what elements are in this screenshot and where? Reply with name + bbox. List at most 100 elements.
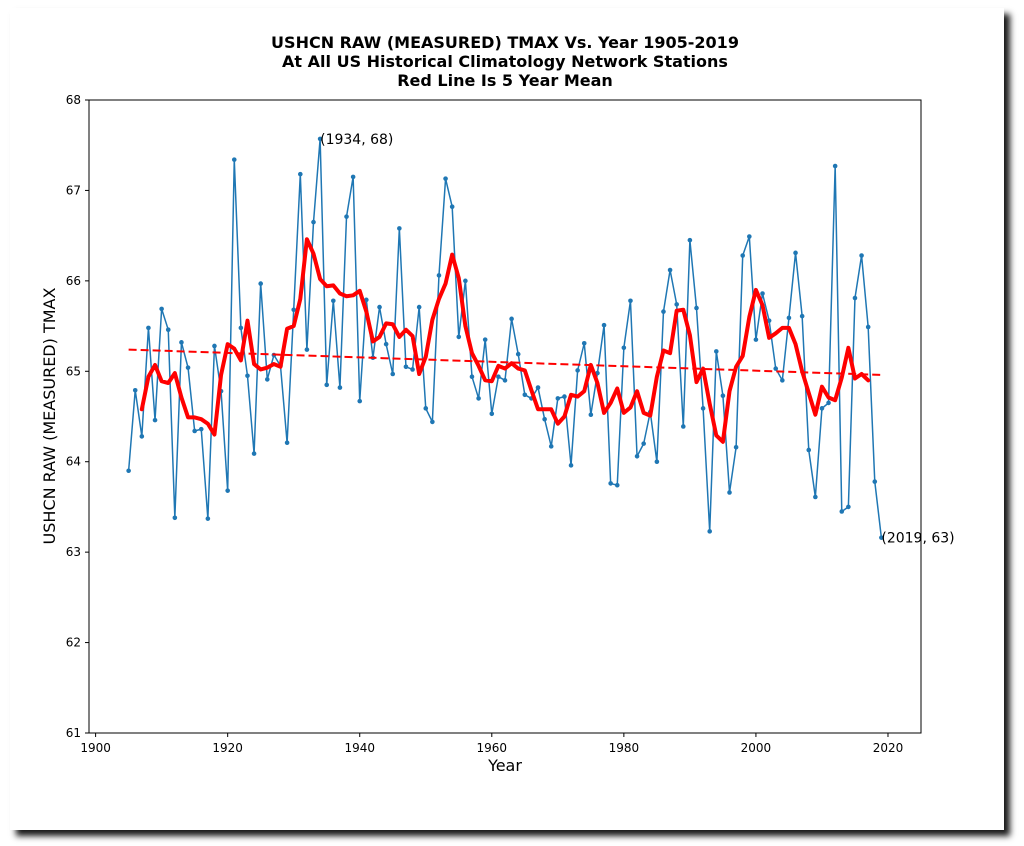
- annual-tmax-point: [238, 325, 244, 331]
- annual-tmax-point: [780, 378, 785, 383]
- annual-tmax-point: [502, 378, 508, 383]
- annual-tmax-point: [212, 343, 217, 349]
- point-annotation: (2019, 63): [881, 531, 954, 547]
- annual-tmax-point: [740, 253, 746, 258]
- annual-tmax-point: [291, 307, 296, 313]
- annual-tmax-point: [357, 398, 363, 404]
- annual-tmax-point: [813, 494, 818, 500]
- x-axis-label: Year: [487, 756, 522, 775]
- annual-tmax-point: [397, 226, 402, 231]
- annual-tmax-point: [311, 219, 316, 225]
- annual-tmax-point: [298, 171, 303, 177]
- five-year-mean-line: [139, 237, 871, 444]
- x-tick-label: 1980: [609, 741, 640, 755]
- annual-tmax-point: [423, 406, 429, 411]
- annual-tmax-point: [608, 481, 613, 486]
- annual-tmax-point: [542, 416, 547, 422]
- annual-tmax-point: [562, 394, 567, 399]
- annual-tmax-point: [879, 535, 884, 540]
- annual-tmax-point: [832, 163, 838, 169]
- annual-tmax-point: [674, 302, 679, 307]
- annual-tmax-point: [251, 451, 257, 456]
- annual-tmax-point: [634, 453, 640, 459]
- annual-tmax-point: [146, 325, 151, 331]
- annual-tmax-point: [799, 313, 805, 319]
- annual-tmax-point: [667, 267, 673, 273]
- figure-frame: USHCN RAW (MEASURED) TMAX Vs. Year 1905-…: [10, 8, 1004, 830]
- annual-tmax-point: [416, 304, 422, 310]
- annual-tmax-point: [793, 250, 798, 256]
- annual-tmax-point: [264, 377, 270, 382]
- annual-tmax-point: [826, 400, 831, 406]
- annual-tmax-point: [548, 444, 554, 449]
- annual-tmax-point: [654, 459, 660, 465]
- annual-tmax-point: [601, 322, 607, 328]
- annual-tmax-point: [628, 298, 633, 304]
- annual-tmax-point: [786, 315, 792, 321]
- annual-tmax-point: [806, 447, 812, 453]
- annual-tmax-point: [872, 479, 878, 484]
- axis-ticks: 1900 1920 1940 1960 1980 2000 2020 61 62 63 64 65 66…: [66, 93, 904, 755]
- annual-tmax-point: [192, 428, 197, 434]
- x-tick-label: 1960: [477, 741, 508, 755]
- annual-tmax-point: [661, 309, 666, 314]
- annual-tmax-point: [172, 515, 178, 521]
- y-tick-label: 63: [66, 545, 81, 559]
- annual-tmax-point: [865, 324, 871, 330]
- annual-tmax-point: [331, 298, 336, 304]
- annual-tmax-point: [614, 482, 620, 488]
- annual-tmax-point: [304, 347, 310, 352]
- annual-tmax-point: [859, 253, 864, 258]
- annual-tmax-point: [575, 368, 580, 373]
- annual-tmax-point: [819, 406, 825, 411]
- y-axis-label: USHCN RAW (MEASURED) TMAX: [40, 288, 59, 545]
- annual-tmax-point: [700, 406, 706, 411]
- annual-tmax-point: [139, 434, 145, 439]
- annual-tmax-point: [482, 337, 488, 342]
- annual-tmax-point: [680, 424, 686, 429]
- y-tick-label: 61: [66, 726, 81, 740]
- annual-tmax-point: [707, 529, 712, 534]
- annual-tmax-point: [766, 318, 772, 323]
- annual-tmax-point: [846, 504, 851, 510]
- x-tick-label: 2000: [741, 741, 772, 755]
- annual-tmax-point: [760, 291, 765, 296]
- annual-tmax-point: [839, 509, 845, 514]
- annual-tmax-point: [443, 176, 448, 181]
- annual-tmax-point: [456, 334, 462, 340]
- annual-tmax-point: [377, 304, 382, 310]
- annual-tmax-point: [476, 396, 481, 401]
- annual-tmax-point: [773, 366, 779, 371]
- annual-tmax-point: [410, 367, 415, 372]
- annual-tmax-point: [324, 382, 330, 388]
- annual-tmax-point: [581, 340, 587, 346]
- annual-tmax-point: [337, 385, 343, 390]
- annual-tmax-point: [720, 393, 726, 399]
- chart-title-line-2: At All US Historical Climatology Network…: [282, 52, 728, 71]
- y-tick-label: 66: [66, 274, 81, 288]
- annotations: (1934, 68) (2019, 63): [320, 132, 955, 547]
- annual-tmax-point: [364, 297, 369, 303]
- y-tick-label: 64: [66, 455, 81, 469]
- annual-tmax-point: [350, 174, 356, 180]
- plot-area: [126, 136, 884, 540]
- annual-tmax-point: [588, 412, 594, 417]
- annual-tmax-point: [852, 295, 858, 301]
- annual-tmax-point: [245, 373, 250, 379]
- annual-tmax-point: [568, 463, 574, 468]
- annual-tmax-point: [225, 488, 230, 493]
- annual-tmax-point: [515, 351, 521, 357]
- annual-tmax-point: [317, 136, 323, 142]
- annual-tmax-point: [509, 316, 514, 322]
- annual-tmax-point: [496, 374, 501, 380]
- y-tick-label: 62: [66, 636, 81, 650]
- chart-title-line-3: Red Line Is 5 Year Mean: [397, 71, 613, 90]
- annual-tmax-point: [641, 441, 646, 446]
- annual-tmax-point: [555, 396, 561, 401]
- annual-tmax-point: [436, 273, 442, 278]
- annual-tmax-point: [747, 234, 752, 239]
- annual-tmax-point: [185, 365, 191, 370]
- chart: USHCN RAW (MEASURED) TMAX Vs. Year 1905-…: [40, 33, 955, 775]
- annual-tmax-point: [535, 385, 541, 390]
- annual-tmax-point: [753, 337, 759, 342]
